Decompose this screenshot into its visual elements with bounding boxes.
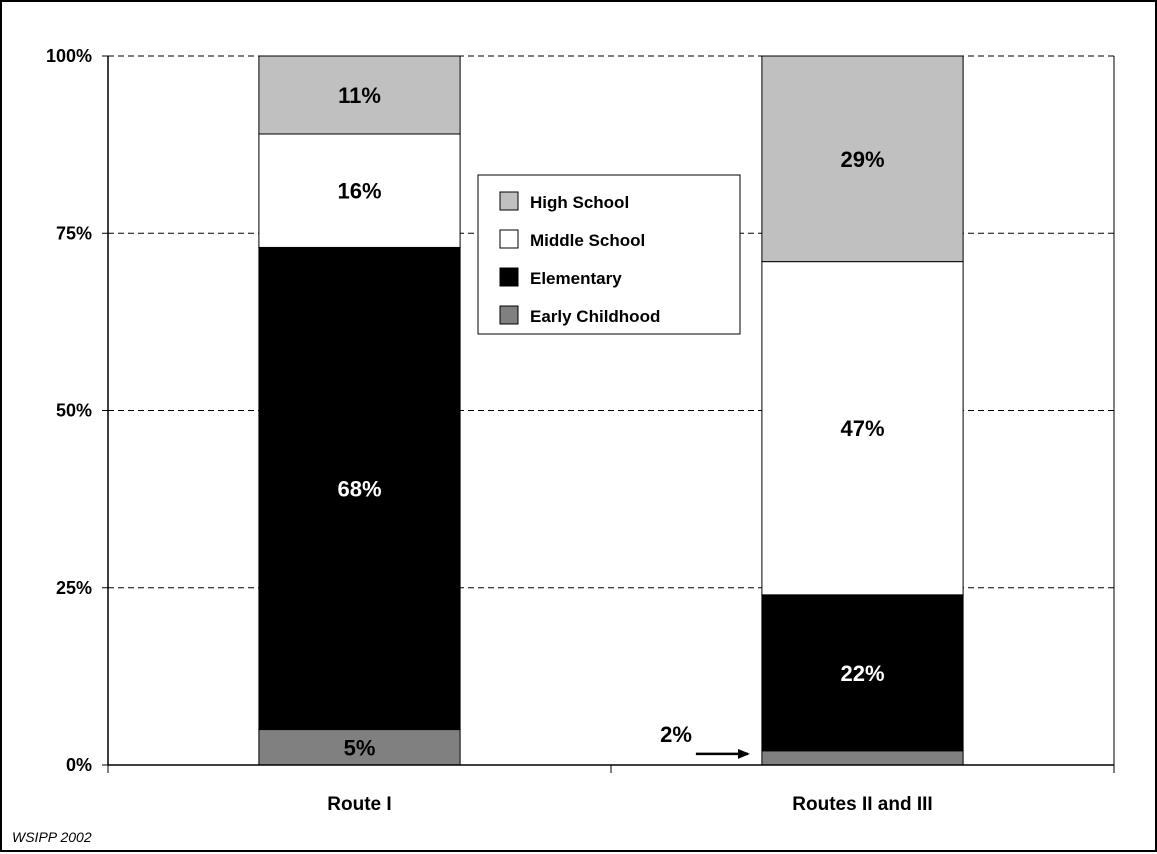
bars: 5% 68% 16% 11% 22% 47% 29% (258, 55, 964, 766)
bar-route-i-high-school (258, 55, 461, 135)
legend-swatch-early-childhood (499, 305, 519, 325)
legend-swatch-high-school (499, 191, 519, 211)
y-tick-label: 25% (56, 578, 92, 598)
data-label-routes-ii-and-iii-elementary: 22% (840, 661, 884, 686)
x-category-label: Routes II and III (792, 794, 932, 815)
data-label-routes-ii-and-iii-middle-school: 47% (840, 416, 884, 441)
data-label-route-i-early-childhood: 5% (344, 735, 376, 760)
legend-label-high-school: High School (530, 193, 629, 212)
y-tick-label: 50% (56, 401, 92, 421)
bar-route-i-middle-school (258, 133, 461, 248)
source-note: WSIPP 2002 (12, 829, 92, 845)
x-category-label: Route I (327, 794, 391, 815)
bar-routes-ii-and-iii-early-childhood (761, 750, 964, 766)
y-tick-label: 75% (56, 223, 92, 243)
annotation: 2% (660, 722, 750, 759)
legend-label-middle-school: Middle School (530, 231, 645, 250)
y-tick-label: 100% (46, 46, 92, 66)
data-label-routes-ii-and-iii-high-school: 29% (840, 147, 884, 172)
legend-label-elementary: Elementary (530, 269, 622, 288)
legend-swatch-middle-school (499, 229, 519, 249)
axes: 0% 25% 50% 75% 100% Route I Routes II and III (46, 46, 1115, 815)
bar-routes-ii-and-iii-high-school (761, 55, 964, 263)
legend: High School Middle School Elementary Early … (477, 174, 741, 335)
legend-label-early-childhood: Early Childhood (530, 307, 660, 326)
legend-box (477, 174, 741, 335)
data-label-route-i-elementary: 68% (337, 476, 381, 501)
bar-routes-ii-and-iii-elementary (761, 594, 964, 752)
y-tick-label: 0% (66, 755, 92, 775)
data-label-route-i-middle-school: 16% (337, 179, 381, 204)
legend-swatch-elementary (499, 267, 519, 287)
annotation-label: 2% (660, 722, 692, 747)
data-label-route-i-high-school: 11% (338, 83, 381, 108)
